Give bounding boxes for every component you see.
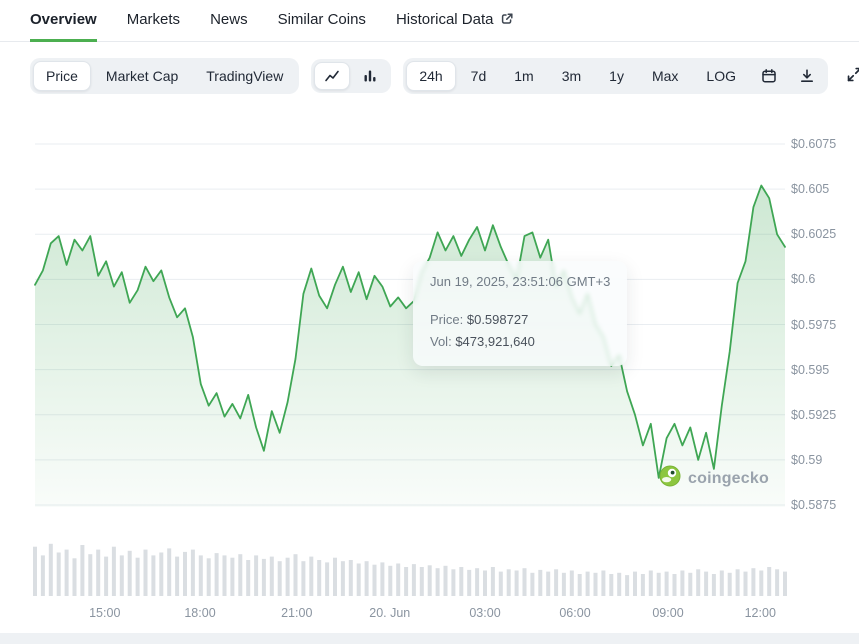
external-link-icon	[500, 12, 514, 26]
expand-icon	[846, 66, 859, 86]
tooltip-volume-row: Vol: $473,921,640	[430, 331, 610, 353]
range-7d-button[interactable]: 7d	[458, 61, 500, 91]
range-max-button[interactable]: Max	[639, 61, 691, 91]
coingecko-watermark-label: coingecko	[688, 469, 769, 487]
price-metric-button[interactable]: Price	[33, 61, 91, 91]
tooltip-price-row: Price: $0.598727	[430, 309, 610, 331]
tab-overview[interactable]: Overview	[30, 0, 97, 42]
download-chart-button[interactable]	[789, 62, 825, 90]
tooltip-datetime: Jun 19, 2025, 23:51:06 GMT+3	[430, 274, 611, 289]
tooltip-volume-label: Vol:	[430, 334, 452, 350]
download-icon	[799, 68, 815, 84]
market-cap-metric-button[interactable]: Market Cap	[93, 61, 191, 91]
log-scale-button[interactable]: LOG	[693, 61, 749, 91]
coingecko-logo-icon	[659, 465, 681, 492]
bottom-divider	[0, 633, 859, 644]
date-range-picker-button[interactable]	[751, 62, 787, 90]
range-24h-button[interactable]: 24h	[406, 61, 456, 91]
tab-historical-data[interactable]: Historical Data	[396, 0, 515, 42]
tooltip-volume-value: $473,921,640	[455, 334, 535, 350]
chart-tooltip: Jun 19, 2025, 23:51:06 GMT+3 Price: $0.5…	[413, 261, 628, 367]
tab-historical-data-label: Historical Data	[395, 10, 494, 28]
tooltip-price-value: $0.598727	[466, 312, 529, 327]
chart-toolbar: Price Market Cap TradingView	[30, 58, 859, 94]
calendar-icon	[761, 68, 777, 84]
range-group: 24h 7d 1m 3m 1y Max LOG	[403, 58, 828, 94]
line-chart-icon	[324, 68, 340, 84]
range-1m-button[interactable]: 1m	[501, 61, 546, 91]
line-chart-type-button[interactable]	[314, 62, 351, 90]
coingecko-watermark: coingecko	[659, 465, 769, 492]
tab-markets[interactable]: Markets	[126, 10, 181, 28]
tab-news[interactable]: News	[210, 10, 248, 28]
tooltip-price-label: Price:	[430, 312, 464, 327]
tab-bar: Overview Markets News Similar Coins Hist…	[0, 0, 859, 42]
candlestick-chart-type-button[interactable]	[352, 62, 388, 90]
tab-similar-coins[interactable]: Similar Coins	[277, 10, 366, 28]
range-1y-button[interactable]: 1y	[596, 61, 637, 91]
range-3m-button[interactable]: 3m	[549, 61, 594, 91]
bar-chart-icon	[362, 68, 378, 84]
metric-toggle-group: Price Market Cap TradingView	[30, 58, 300, 94]
tradingview-metric-button[interactable]: TradingView	[193, 61, 296, 91]
chart-type-group	[311, 59, 392, 93]
fullscreen-button[interactable]	[840, 60, 859, 92]
